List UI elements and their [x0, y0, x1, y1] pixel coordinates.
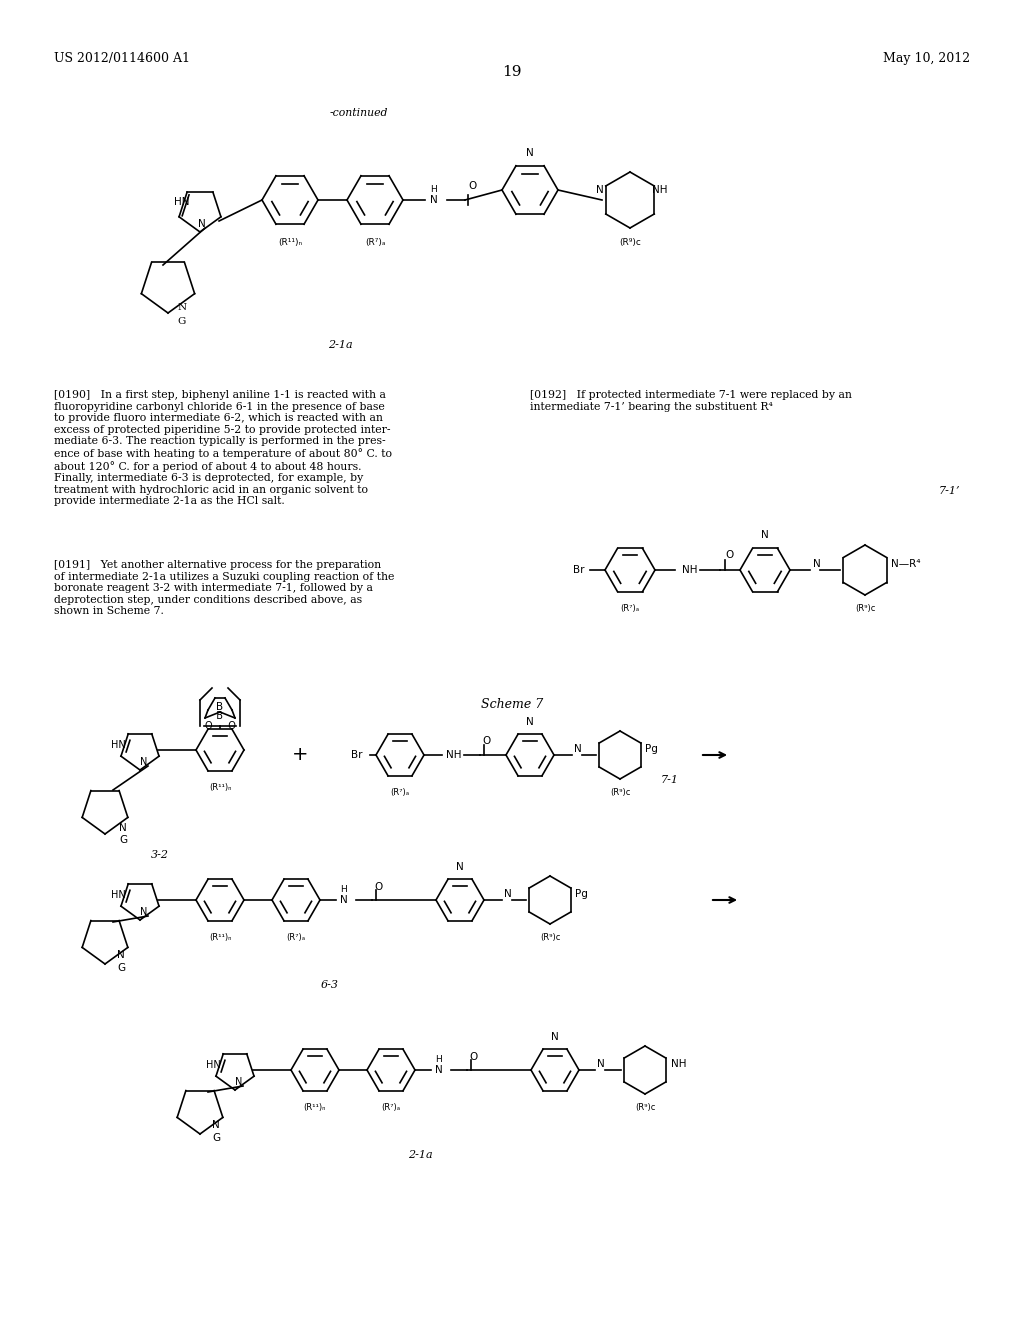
Text: HN: HN [111, 890, 125, 900]
Text: HN: HN [206, 1060, 220, 1071]
Text: H: H [340, 886, 347, 895]
Text: (R⁷)ₐ: (R⁷)ₐ [621, 605, 640, 612]
Text: N: N [435, 1065, 442, 1074]
Text: N: N [117, 950, 125, 960]
Text: N: N [597, 1059, 605, 1069]
Text: H: H [435, 1056, 441, 1064]
Text: -continued: -continued [330, 108, 388, 117]
Text: (R⁷)ₐ: (R⁷)ₐ [381, 1104, 400, 1111]
Text: NH: NH [682, 565, 697, 576]
Text: B: B [210, 711, 229, 721]
Text: N: N [140, 907, 147, 917]
Text: (R⁷)ₐ: (R⁷)ₐ [390, 788, 410, 797]
Text: Br: Br [573, 565, 585, 576]
Text: N: N [212, 1119, 220, 1130]
Text: O: O [374, 882, 382, 892]
Text: O: O [469, 1052, 477, 1063]
Text: (R¹¹)ₙ: (R¹¹)ₙ [278, 238, 302, 247]
Text: +: + [292, 746, 308, 764]
Text: (R⁹)ᴄ: (R⁹)ᴄ [855, 605, 876, 612]
Text: (R⁷)ₐ: (R⁷)ₐ [365, 238, 385, 247]
Text: N: N [574, 744, 582, 754]
Text: N: N [526, 148, 534, 158]
Text: 6-3: 6-3 [321, 979, 339, 990]
Text: O     O: O O [205, 721, 236, 731]
Text: (R¹¹)ₙ: (R¹¹)ₙ [209, 933, 231, 942]
Text: N: N [761, 531, 769, 540]
Text: N: N [430, 195, 437, 205]
Text: HN: HN [174, 197, 189, 207]
Text: [0192]   If protected intermediate 7-1 were replaced by an
intermediate 7-1’ bea: [0192] If protected intermediate 7-1 wer… [530, 389, 852, 412]
Text: O: O [468, 181, 476, 191]
Text: G: G [119, 836, 127, 845]
Text: HN: HN [111, 741, 125, 750]
Text: N: N [551, 1032, 559, 1041]
Text: G: G [117, 964, 125, 973]
Text: (R⁹)ᴄ: (R⁹)ᴄ [540, 933, 560, 942]
Text: B: B [216, 702, 223, 711]
Text: [0191]   Yet another alternative process for the preparation
of intermediate 2-1: [0191] Yet another alternative process f… [54, 560, 394, 616]
Text: O: O [482, 737, 490, 746]
Text: N: N [119, 822, 127, 833]
Text: 7-1’: 7-1’ [939, 486, 961, 496]
Text: N—R⁴: N—R⁴ [891, 558, 921, 569]
Text: (R⁹)ᴄ: (R⁹)ᴄ [620, 238, 641, 247]
Text: N: N [177, 302, 186, 312]
Text: G: G [178, 317, 186, 326]
Text: O: O [725, 550, 733, 560]
Text: May 10, 2012: May 10, 2012 [883, 51, 970, 65]
Text: (R⁹)ᴄ: (R⁹)ᴄ [610, 788, 630, 797]
Text: N: N [340, 895, 348, 906]
Text: Br: Br [350, 750, 362, 760]
Text: G: G [212, 1133, 220, 1143]
Text: NH: NH [671, 1059, 686, 1069]
Text: N: N [456, 862, 464, 873]
Text: 3-2: 3-2 [151, 850, 169, 861]
Text: N: N [198, 219, 206, 228]
Text: N: N [236, 1077, 243, 1086]
Text: NH: NH [446, 750, 462, 760]
Text: 2-1a: 2-1a [408, 1150, 432, 1160]
Text: 19: 19 [502, 65, 522, 79]
Text: NH: NH [652, 185, 668, 195]
Text: (R¹¹)ₙ: (R¹¹)ₙ [304, 1104, 327, 1111]
Text: 2-1a: 2-1a [328, 341, 352, 350]
Text: H: H [430, 186, 437, 194]
Text: (R⁷)ₐ: (R⁷)ₐ [287, 933, 305, 942]
Text: (R⁹)ᴄ: (R⁹)ᴄ [635, 1104, 655, 1111]
Text: (R¹¹)ₙ: (R¹¹)ₙ [209, 783, 231, 792]
Text: Pg: Pg [575, 888, 588, 899]
Text: N: N [140, 756, 147, 767]
Text: Scheme 7: Scheme 7 [481, 698, 543, 711]
Text: [0190]   In a first step, biphenyl aniline 1-1 is reacted with a
fluoropyridine : [0190] In a first step, biphenyl aniline… [54, 389, 392, 507]
Text: US 2012/0114600 A1: US 2012/0114600 A1 [54, 51, 190, 65]
Text: N: N [596, 185, 604, 195]
Text: 7-1: 7-1 [662, 775, 679, 785]
Text: N: N [813, 558, 821, 569]
Text: Pg: Pg [645, 744, 657, 754]
Text: N: N [504, 888, 512, 899]
Text: N: N [526, 717, 534, 727]
